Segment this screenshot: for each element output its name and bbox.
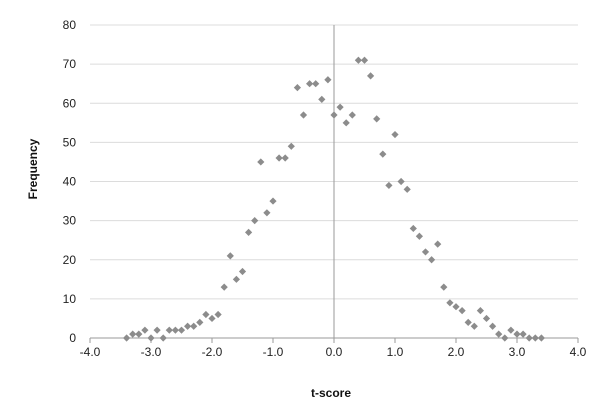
data-point [513, 330, 521, 338]
data-point [360, 56, 369, 64]
data-point [232, 275, 240, 283]
data-point [507, 326, 515, 334]
data-point [318, 95, 326, 103]
data-point [373, 115, 381, 123]
data-point [153, 326, 161, 334]
data-point [147, 334, 155, 342]
data-point [476, 307, 484, 315]
data-point [470, 322, 478, 330]
data-point [220, 283, 228, 291]
x-tick-label: 1.0 [387, 345, 404, 359]
x-tick-label: 2.0 [448, 345, 465, 359]
data-point [214, 310, 222, 319]
data-point [385, 181, 393, 190]
data-point [489, 322, 497, 330]
data-point [251, 217, 259, 225]
y-tick-label: 0 [69, 331, 76, 345]
data-point [537, 334, 545, 342]
data-point [397, 177, 405, 186]
data-point [409, 224, 417, 233]
data-point [342, 119, 350, 127]
data-point [208, 314, 216, 323]
x-tick-label: 4.0 [570, 345, 587, 359]
y-tick-label: 40 [63, 175, 77, 189]
data-point [324, 76, 332, 84]
axes [89, 25, 579, 343]
data-point [403, 185, 411, 193]
data-point [482, 314, 491, 323]
data-points [123, 56, 545, 342]
x-tick-label: 3.0 [509, 345, 526, 359]
x-tick-label: -3.0 [141, 345, 162, 359]
data-point [263, 209, 271, 217]
data-point [464, 318, 472, 326]
y-tick-label: 70 [63, 57, 77, 71]
data-point [306, 80, 314, 88]
data-point [415, 232, 423, 240]
x-axis-title: t-score [311, 386, 351, 400]
data-point [452, 303, 460, 311]
data-point [275, 154, 283, 162]
y-tick-labels: 0 10 20 30 40 50 60 70 80 [63, 18, 77, 345]
y-axis-title: Frequency [26, 138, 40, 199]
data-point [495, 330, 503, 338]
x-tick-label: -1.0 [263, 345, 284, 359]
data-point [269, 197, 277, 205]
y-tick-label: 60 [63, 96, 77, 110]
y-tick-label: 20 [63, 253, 77, 267]
data-point [226, 252, 234, 260]
x-tick-label: -4.0 [80, 345, 101, 359]
data-point [281, 154, 289, 162]
data-point [287, 142, 295, 150]
data-point [312, 80, 320, 88]
data-point [336, 103, 344, 111]
data-point [354, 56, 362, 64]
data-point [501, 334, 509, 342]
data-point [330, 111, 338, 119]
data-point [379, 150, 387, 158]
y-tick-label: 10 [63, 292, 77, 306]
data-point [293, 84, 301, 92]
data-point [428, 256, 436, 264]
data-point [446, 299, 454, 307]
data-point [184, 322, 192, 330]
y-tick-label: 80 [63, 18, 77, 32]
y-tick-label: 50 [63, 135, 77, 149]
data-point [123, 334, 131, 342]
data-point [190, 322, 198, 330]
x-tick-label: -2.0 [202, 345, 223, 359]
data-point [458, 307, 466, 315]
data-point [196, 318, 204, 326]
data-point [299, 111, 308, 119]
data-point [257, 158, 265, 166]
data-point [141, 326, 149, 334]
data-point [238, 267, 247, 276]
data-point [440, 283, 448, 291]
data-point [367, 72, 375, 80]
data-point [348, 111, 356, 119]
data-point [171, 326, 179, 334]
data-point [391, 130, 399, 139]
data-point [202, 310, 210, 319]
data-point [177, 326, 186, 334]
data-point [135, 330, 143, 338]
data-point [519, 330, 527, 338]
data-point [434, 240, 442, 248]
data-point [159, 334, 167, 342]
x-tick-labels: -4.0 -3.0 -2.0 -1.0 0.0 1.0 2.0 3.0 4.0 [80, 345, 587, 359]
data-point [531, 334, 539, 342]
y-tick-label: 30 [63, 214, 77, 228]
x-tick-label: 0.0 [326, 345, 343, 359]
data-point [525, 334, 533, 342]
data-point [421, 248, 430, 256]
data-point [165, 326, 173, 334]
data-point [129, 330, 137, 338]
data-point [245, 228, 253, 236]
